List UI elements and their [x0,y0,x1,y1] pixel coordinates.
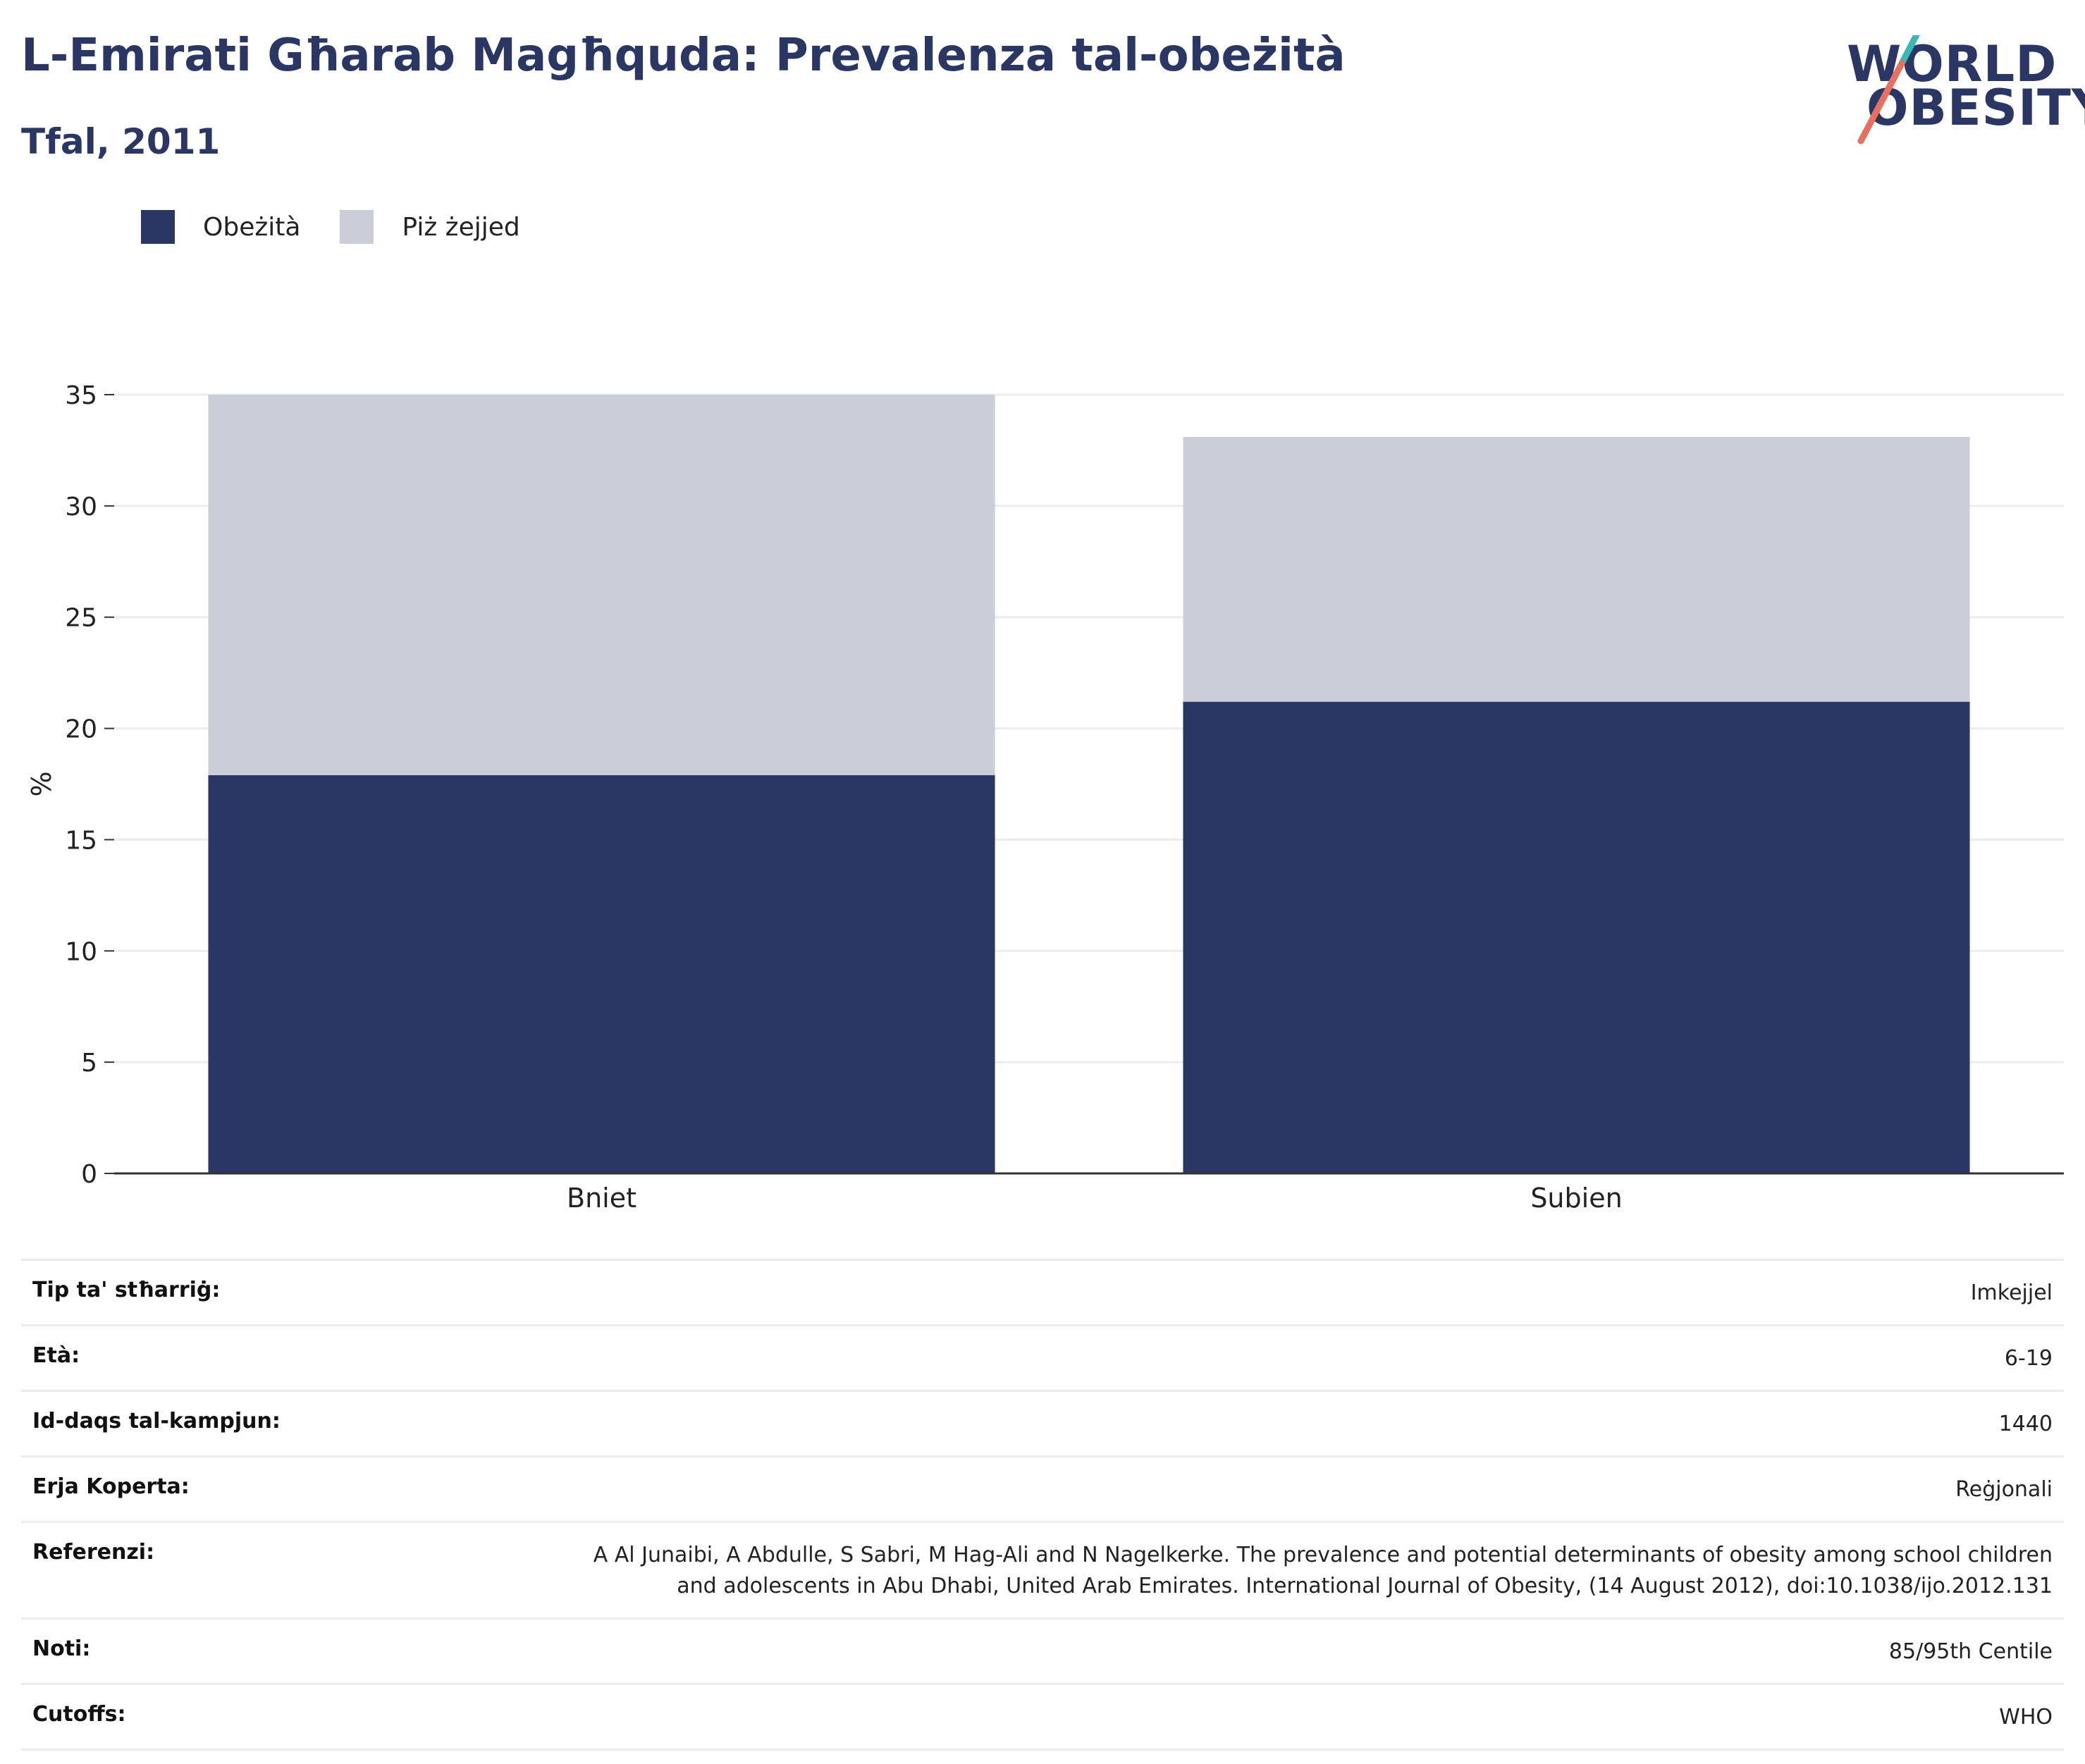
legend-item-obesity: Obeżità [141,210,300,244]
bar-obesity-1 [1183,701,1970,1173]
details-key: Id-daqs tal-kampjun: [32,1409,281,1433]
details-key: Cutoffs: [32,1702,126,1727]
details-row-cutoffs: Cutoffs: WHO [21,1683,2064,1751]
details-value: A Al Junaibi, A Abdulle, S Sabri, M Hag-… [593,1543,2053,1598]
legend-label-obesity: Obeżità [203,212,301,242]
y-axis-label: % [26,771,57,796]
y-tick-label: 35 [65,381,97,410]
logo-text-obesity: OBESITY [1866,79,2085,137]
details-row-references: Referenzi: A Al Junaibi, A Abdulle, S Sa… [21,1521,2064,1617]
x-tick-label: Bniet [567,1183,636,1214]
page-title: L-Emirati Għarab Magħquda: Prevalenza ta… [21,30,1346,82]
y-tick-label: 0 [81,1160,97,1189]
details-key: Referenzi: [32,1540,155,1565]
details-value: 6-19 [2004,1346,2053,1371]
x-tick-label: Subien [1530,1183,1622,1214]
y-tick-label: 25 [65,604,97,633]
y-tick-label: 20 [65,715,97,744]
logo-text-world: WORLD [1847,35,2058,93]
bar-overweight-1 [1183,436,1970,702]
y-tick-label: 30 [65,493,97,522]
world-obesity-logo: WORLD OBESITY [1840,35,2085,148]
details-row-notes: Noti: 85/95th Centile [21,1617,2064,1683]
page-subtitle: Tfal, 2011 [21,121,221,162]
logo-slash-icon [1857,35,1920,144]
y-tick-label: 10 [65,937,97,966]
legend-label-overweight: Piż żejjed [402,212,520,242]
bar-chart: 0 5 10 15 20 25 30 35% Bniet Subien [26,381,2064,1214]
details-key: Età: [32,1343,80,1368]
details-value: 85/95th Centile [1888,1639,2053,1664]
details-value: Imkejjel [1970,1281,2053,1305]
y-tick-label: 5 [81,1049,97,1078]
details-value: Reġjonali [1955,1477,2053,1502]
legend-item-overweight: Piż żejjed [340,210,520,244]
details-key: Noti: [32,1636,91,1661]
bar-overweight-0 [208,395,995,775]
details-row-survey-type: Tip ta' stħarriġ: Imkejjel [21,1259,2064,1324]
details-value: WHO [1999,1705,2053,1729]
details-key: Tip ta' stħarriġ: [32,1278,221,1302]
details-key: Erja Koperta: [32,1474,190,1499]
legend-swatch-overweight [340,210,374,244]
legend-swatch-obesity [141,210,175,244]
details-row-age: Età: 6-19 [21,1324,2064,1390]
chart-legend: Obeżità Piż żejjed [141,210,560,244]
bar-obesity-0 [208,775,995,1173]
y-tick-label: 15 [65,826,97,855]
survey-details-table: Tip ta' stħarriġ: Imkejjel Età: 6-19 Id-… [21,1259,2064,1751]
details-value: 1440 [1998,1412,2053,1436]
details-row-area: Erja Koperta: Reġjonali [21,1455,2064,1521]
details-row-sample-size: Id-daqs tal-kampjun: 1440 [21,1390,2064,1455]
